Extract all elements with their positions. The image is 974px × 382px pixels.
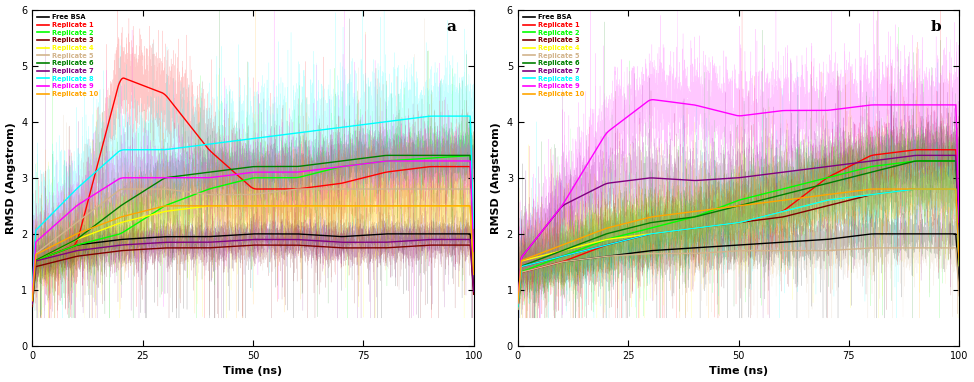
Y-axis label: RMSD (Angstrom): RMSD (Angstrom) xyxy=(491,122,502,234)
Legend: Free BSA, Replicate 1, Replicate 2, Replicate 3, Replicate 4, Replicate 5, Repli: Free BSA, Replicate 1, Replicate 2, Repl… xyxy=(36,13,99,98)
Text: b: b xyxy=(931,19,942,34)
Y-axis label: RMSD (Angstrom): RMSD (Angstrom) xyxy=(6,122,16,234)
Legend: Free BSA, Replicate 1, Replicate 2, Replicate 3, Replicate 4, Replicate 5, Repli: Free BSA, Replicate 1, Replicate 2, Repl… xyxy=(521,13,585,98)
Text: a: a xyxy=(446,19,456,34)
X-axis label: Time (ns): Time (ns) xyxy=(223,366,282,376)
X-axis label: Time (ns): Time (ns) xyxy=(709,366,768,376)
